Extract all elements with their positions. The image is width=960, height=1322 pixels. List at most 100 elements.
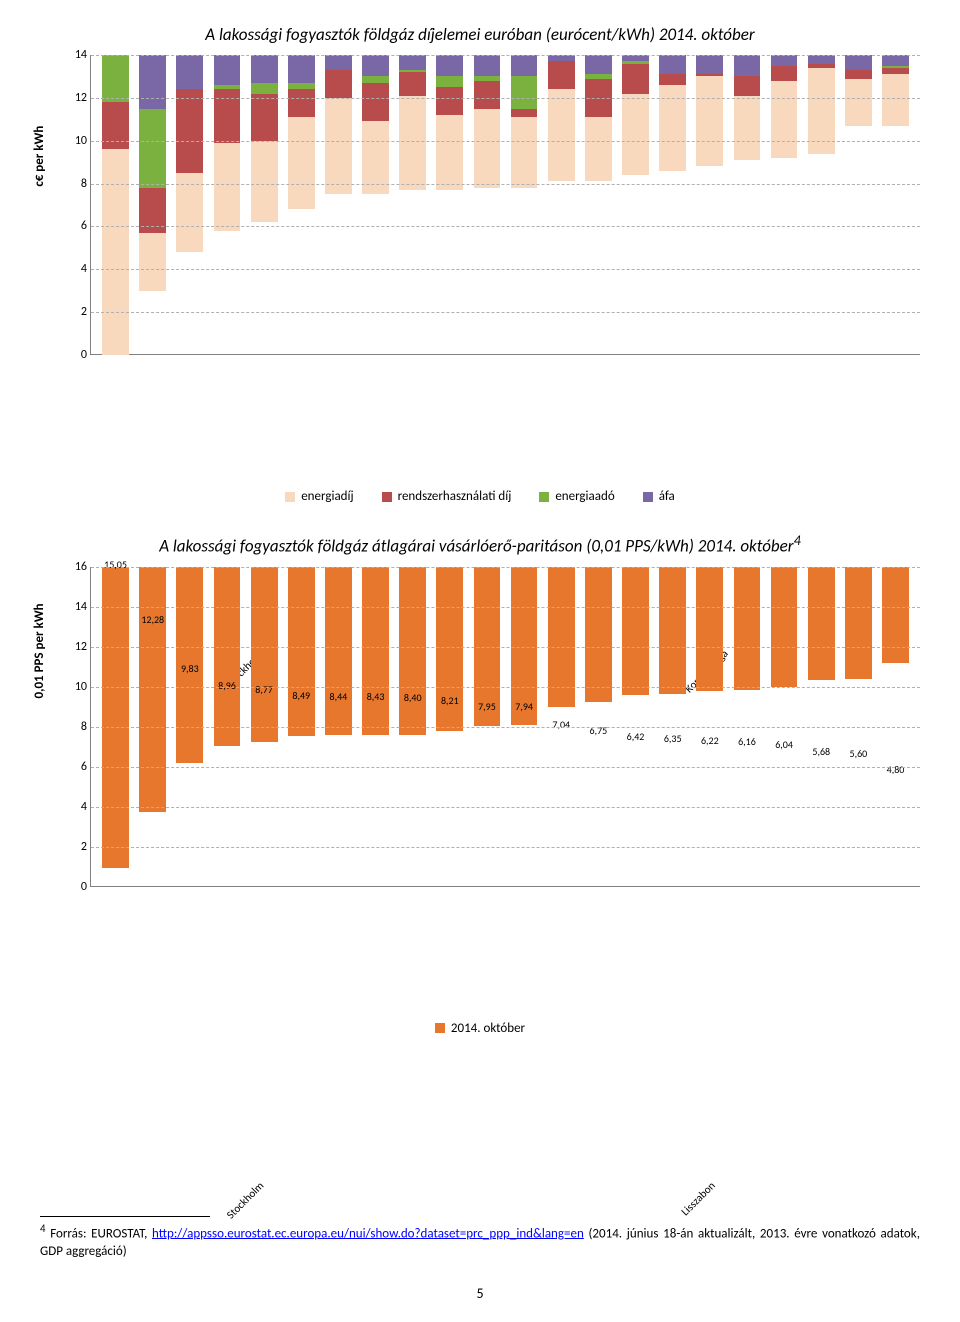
page-number: 5 — [40, 1285, 920, 1302]
ytick-label: 4 — [61, 800, 87, 814]
bar — [696, 567, 723, 691]
bar-segment — [436, 55, 463, 76]
bar-column — [283, 55, 320, 354]
bar-segment — [511, 76, 538, 108]
gridline — [91, 98, 920, 99]
legend-label: áfa — [659, 489, 675, 504]
ytick-label: 6 — [61, 219, 87, 233]
bar-column — [691, 55, 728, 354]
value-label: 6,04 — [775, 738, 793, 751]
bar-segment — [399, 96, 426, 190]
chart2-title: A lakossági fogyasztók földgáz átlagárai… — [40, 532, 920, 557]
value-label: 7,95 — [478, 700, 496, 713]
bar-stack — [734, 55, 761, 160]
bar-column — [506, 55, 543, 354]
chart1-bars — [91, 55, 920, 354]
value-label: 5,60 — [850, 747, 868, 760]
bar-segment — [176, 55, 203, 89]
bar-segment — [845, 567, 872, 679]
footnote-block: 4 Forrás: EUROSTAT, http://appsso.eurost… — [40, 1216, 920, 1262]
gridline — [91, 312, 920, 313]
bar-segment — [288, 567, 315, 737]
bar-column — [617, 55, 654, 354]
footnote-link[interactable]: http://appsso.eurostat.ec.europa.eu/nui/… — [152, 1226, 584, 1241]
bar-stack — [139, 55, 166, 291]
bar — [214, 567, 241, 746]
bar-segment — [659, 74, 686, 85]
bar-segment — [251, 141, 278, 222]
bar-stack — [251, 55, 278, 222]
gridline — [91, 141, 920, 142]
bar-segment — [474, 55, 501, 76]
value-label: 6,75 — [590, 724, 608, 737]
x-axis-label: Lisszabon — [679, 889, 960, 1259]
bar-segment — [102, 567, 129, 868]
footnote-prefix: Forrás: EUROSTAT, — [50, 1226, 147, 1241]
ytick-label: 0 — [61, 348, 87, 362]
bar-segment — [251, 55, 278, 83]
bar-segment — [548, 89, 575, 181]
bar-segment — [734, 76, 761, 95]
ytick-label: 8 — [61, 720, 87, 734]
bar-segment — [882, 74, 909, 125]
bar-stack — [325, 55, 352, 194]
ytick-label: 14 — [61, 48, 87, 62]
bar — [399, 567, 426, 735]
bar-segment — [771, 81, 798, 158]
legend-swatch — [382, 492, 392, 502]
bar-segment — [585, 567, 612, 702]
bar-segment — [214, 55, 241, 85]
bar — [325, 567, 352, 736]
bar-column — [468, 55, 505, 354]
value-label: 7,94 — [515, 700, 533, 713]
gridline — [91, 55, 920, 56]
bar-column — [431, 55, 468, 354]
gridline — [91, 687, 920, 688]
bar-stack — [214, 55, 241, 231]
bar — [882, 567, 909, 663]
bar-column — [654, 55, 691, 354]
bar — [102, 567, 129, 868]
chart1-title: A lakossági fogyasztók földgáz díjelemei… — [40, 24, 920, 45]
bar-segment — [771, 567, 798, 688]
bar — [585, 567, 612, 702]
bar — [139, 567, 166, 813]
bar-column — [134, 55, 171, 354]
bar-segment — [362, 55, 389, 76]
bar-segment — [139, 109, 166, 188]
bar-stack — [288, 55, 315, 209]
gridline — [91, 847, 920, 848]
bar-segment — [771, 66, 798, 81]
chart2-wrap: 0,01 PPS per kWh 15,0512,289,838,968,778… — [40, 567, 920, 887]
gridline — [91, 607, 920, 608]
bar-stack — [696, 55, 723, 166]
bar-segment — [734, 55, 761, 76]
bar-stack — [176, 55, 203, 252]
footnote-marker: 4 — [40, 1222, 46, 1235]
legend-label: energiaadó — [555, 489, 614, 504]
bar-stack — [659, 55, 686, 171]
bar-segment — [102, 55, 129, 102]
ytick-label: 10 — [61, 680, 87, 694]
bar — [362, 567, 389, 736]
ytick-label: 12 — [61, 91, 87, 105]
chart2-xlabels: StockholmLisszabonBelgrádVarsóLjubljanaP… — [90, 887, 920, 959]
bar-segment — [622, 567, 649, 695]
bar-segment — [734, 96, 761, 160]
bar-column — [97, 55, 134, 354]
value-label: 6,16 — [738, 735, 756, 748]
bar-column — [728, 55, 765, 354]
gridline — [91, 727, 920, 728]
bar-segment — [808, 55, 835, 64]
bar-segment — [399, 567, 426, 735]
bar-stack — [474, 55, 501, 188]
bar-segment — [474, 109, 501, 188]
bar-segment — [474, 81, 501, 109]
bar-segment — [622, 94, 649, 175]
bar-segment — [696, 76, 723, 166]
bar-stack — [102, 55, 129, 355]
bar-segment — [288, 55, 315, 83]
gridline — [91, 807, 920, 808]
value-label: 6,22 — [701, 734, 719, 747]
bar — [622, 567, 649, 695]
